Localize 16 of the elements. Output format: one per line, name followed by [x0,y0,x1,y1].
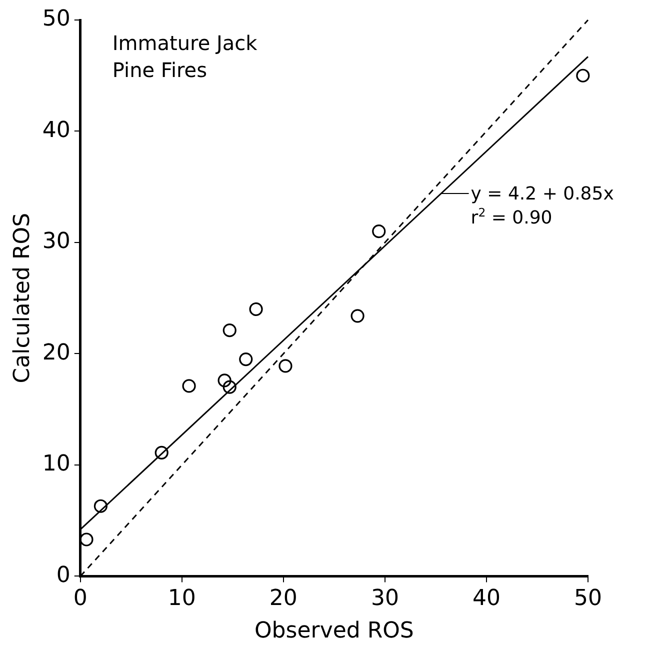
y-tick-label: 20 [42,340,70,366]
text: Immature Jack Pine Fires [112,31,258,82]
y-tick-label: 0 [56,562,70,588]
y-axis-title: Calculated ROS [10,212,35,384]
y-tick-label: 50 [42,6,70,32]
x-tick-label: 20 [269,586,298,612]
x-tick-label: 10 [168,586,196,612]
x-tick-label: 0 [73,586,88,612]
annotation: y = 4.2 + 0.85x [470,184,614,205]
x-axis-title: Observed ROS [254,618,414,644]
y-tick-label: 40 [42,118,70,143]
x-tick-label: 40 [472,586,500,612]
y-tick-label: 30 [42,229,70,254]
x-tick-label: 50 [574,586,602,612]
x-tick-label: 30 [370,586,399,612]
y-tick-label: 10 [42,452,70,477]
